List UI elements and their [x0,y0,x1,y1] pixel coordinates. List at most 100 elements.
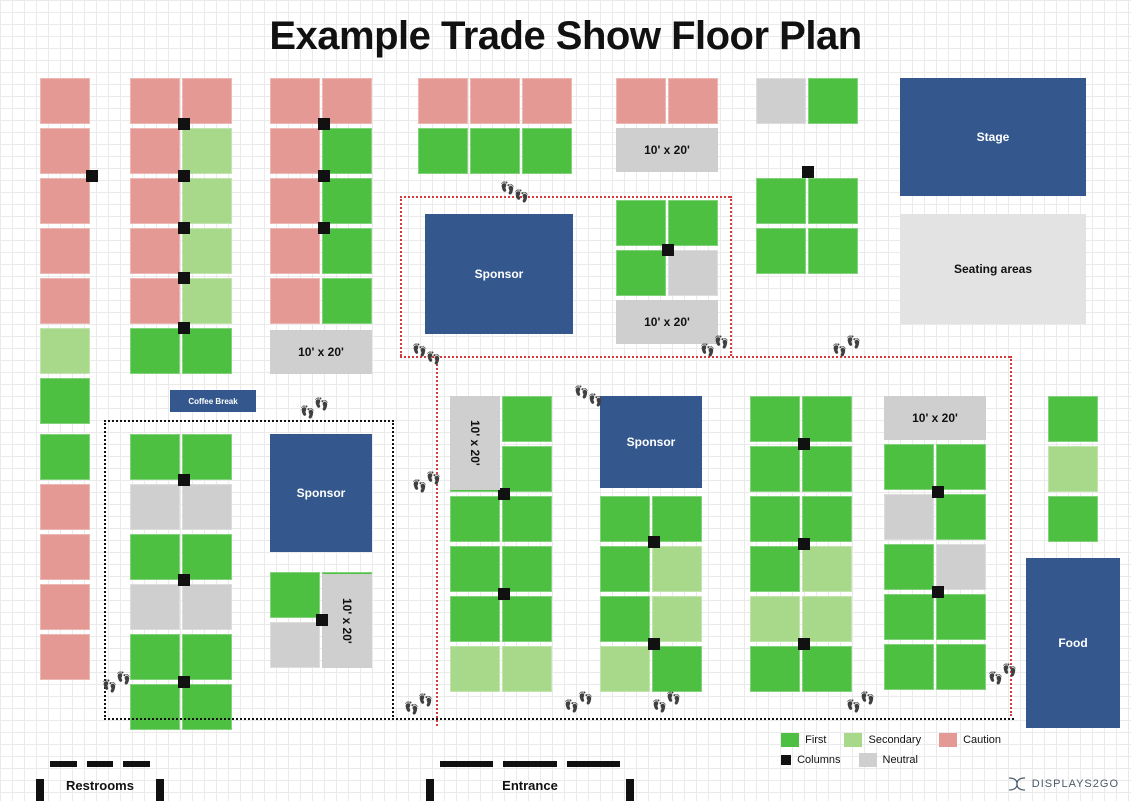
footprint-icon: 👣 [832,344,847,356]
column-marker [498,588,510,600]
booth [270,78,320,124]
booth [40,584,90,630]
booth [808,228,858,274]
booth [502,546,552,592]
column-marker [662,244,674,256]
booth [270,622,320,668]
column-marker [648,638,660,650]
booth [502,646,552,692]
footprint-icon: 👣 [102,680,117,692]
booth [750,546,800,592]
booth [470,78,520,124]
footprint-icon: 👣 [300,406,315,418]
walk-path [730,196,732,356]
walk-path [104,420,106,720]
booth [40,534,90,580]
booth [750,646,800,692]
booth [502,396,552,442]
footprint-icon: 👣 [1002,664,1017,676]
footprint-icon: 👣 [846,336,861,348]
column-marker [932,586,944,598]
booth [322,278,372,324]
booth [182,634,232,680]
booth [652,646,702,692]
footprint-icon: 👣 [700,344,715,356]
booth [616,78,666,124]
labeled-block: 10' x 20' [450,396,500,490]
booth [522,128,572,174]
booth [750,596,800,642]
walk-path [104,718,1014,720]
booth [40,378,90,424]
column-marker [798,438,810,450]
column-marker [798,638,810,650]
booth [936,444,986,490]
booth [322,178,372,224]
booth [130,228,180,274]
booth [40,178,90,224]
booth [884,594,934,640]
booth [802,546,852,592]
booth [130,484,180,530]
booth [502,496,552,542]
booth [270,278,320,324]
booth [600,646,650,692]
booth [418,78,468,124]
column-marker [178,322,190,334]
booth [802,646,852,692]
column-marker [178,118,190,130]
walk-path [1010,356,1012,716]
footprint-icon: 👣 [578,692,593,704]
booth [802,446,852,492]
footprint-icon: 👣 [588,394,603,406]
booth [270,228,320,274]
booth [450,496,500,542]
booth [802,496,852,542]
booth [668,250,718,296]
booth [182,328,232,374]
booth [1048,396,1098,442]
booth [808,178,858,224]
booth [802,596,852,642]
footprint-icon: 👣 [426,472,441,484]
labeled-block: Stage [900,78,1086,196]
booth [450,596,500,642]
labeled-block: Coffee Break [170,390,256,412]
footprint-icon: 👣 [988,672,1003,684]
footprint-icon: 👣 [500,182,515,194]
footprint-icon: 👣 [404,702,419,714]
walk-path [400,196,730,198]
legend-item: Caution [939,733,1001,747]
booth [40,128,90,174]
column-marker [802,166,814,178]
booth [322,228,372,274]
booth [756,78,806,124]
labeled-block: 10' x 20' [616,300,718,344]
column-marker [178,474,190,486]
column-marker [178,170,190,182]
brand-logo: DISPLAYS2GO [1008,777,1119,791]
booth [182,178,232,224]
column-marker [932,486,944,498]
booth [40,78,90,124]
booth [600,596,650,642]
booth [130,534,180,580]
booth [750,446,800,492]
booth [884,544,934,590]
booth [270,572,320,618]
footprint-icon: 👣 [846,700,861,712]
booth [750,396,800,442]
column-marker [178,272,190,284]
footprint-icon: 👣 [412,344,427,356]
booth [668,200,718,246]
booth [470,128,520,174]
booth [130,128,180,174]
booth [322,128,372,174]
footprint-icon: 👣 [574,386,589,398]
booth [450,646,500,692]
booth [182,278,232,324]
footprint-icon: 👣 [666,692,681,704]
column-marker [316,614,328,626]
booth [270,178,320,224]
booth [40,328,90,374]
